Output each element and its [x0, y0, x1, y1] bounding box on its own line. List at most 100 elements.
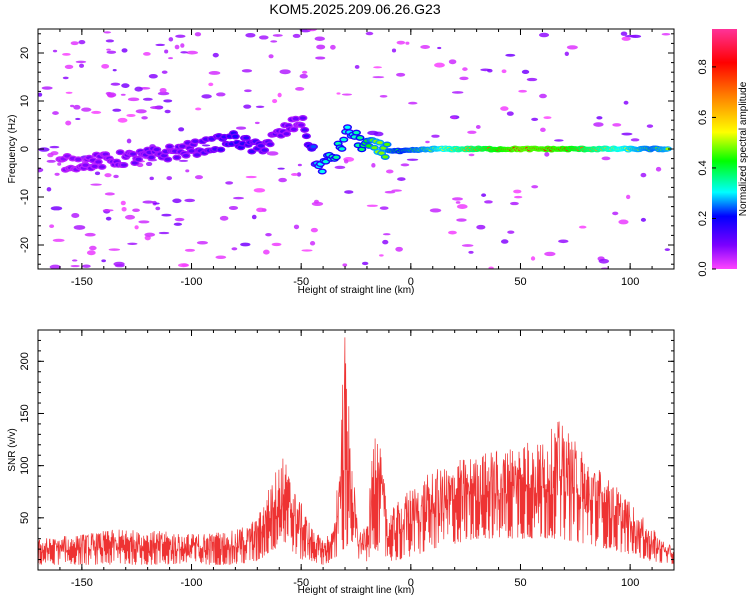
heat-speckle [501, 69, 507, 74]
y-tick-label: 200 [19, 352, 31, 370]
heat-speckle [425, 140, 430, 144]
heat-speckle [540, 127, 546, 133]
heat-cell [232, 134, 239, 139]
heat-speckle [105, 39, 115, 43]
heat-speckle [382, 233, 391, 236]
heat-speckle [258, 35, 269, 40]
heat-cell [135, 157, 142, 162]
heat-speckle [531, 185, 539, 189]
heat-speckle [343, 159, 349, 164]
colorbar-tick-label: 0.0 [697, 261, 709, 276]
heat-cell [153, 147, 160, 152]
heat-speckle [290, 173, 299, 176]
heat-cell [161, 154, 168, 158]
heat-speckle [47, 152, 54, 158]
heat-cell [384, 142, 391, 147]
heat-speckle [371, 163, 376, 168]
heat-speckle [240, 242, 251, 247]
heat-speckle [543, 116, 552, 119]
heat-speckle [315, 56, 326, 60]
colorbar-label: Normalized spectral amplitude [738, 81, 749, 216]
heat-speckle [73, 104, 81, 110]
heat-speckle [481, 193, 487, 197]
heat-speckle [175, 34, 186, 38]
heat-speckle [62, 52, 71, 56]
heat-speckle [450, 116, 457, 119]
heat-speckle [500, 239, 509, 244]
heat-speckle [49, 224, 55, 228]
heat-speckle [521, 69, 530, 75]
heat-speckle [361, 261, 369, 266]
heat-speckle [196, 240, 209, 245]
heat-speckle [306, 29, 318, 32]
heat-speckle [621, 132, 633, 136]
top-ylabel: Frequency (Hz) [7, 115, 18, 184]
heat-speckle [201, 94, 212, 99]
heat-speckle [334, 165, 346, 169]
heat-speckle [41, 86, 53, 90]
heat-speckle [407, 101, 418, 105]
heat-cell [95, 160, 102, 164]
heat-speckle [126, 113, 136, 118]
heat-cell [120, 163, 127, 167]
heat-speckle [168, 37, 174, 42]
heat-speckle [623, 100, 629, 105]
heat-speckle [507, 230, 515, 234]
heat-speckle [302, 70, 308, 74]
heat-speckle [400, 163, 410, 167]
heat-speckle [510, 201, 519, 206]
heat-speckle [451, 197, 463, 201]
x-tick-label: 100 [621, 577, 639, 589]
heat-speckle [172, 198, 182, 204]
heat-cell [208, 137, 215, 141]
heat-speckle [630, 138, 640, 142]
heat-speckle [488, 266, 494, 269]
heat-speckle [612, 123, 622, 127]
x-tick-label: -50 [293, 276, 309, 288]
heat-speckle [256, 207, 265, 213]
heat-speckle [455, 201, 461, 204]
heat-cell [217, 148, 224, 152]
x-tick-label: 50 [514, 276, 526, 288]
x-tick-label: 50 [514, 577, 526, 589]
heat-speckle [89, 245, 97, 251]
heat-speckle [84, 232, 96, 237]
heat-speckle [266, 151, 279, 156]
heat-speckle [178, 127, 185, 132]
heat-speckle [38, 167, 44, 173]
heat-speckle [244, 89, 252, 93]
heat-speckle [184, 198, 196, 203]
heat-speckle [225, 181, 234, 185]
heat-cell [243, 136, 250, 140]
heat-speckle [461, 244, 474, 247]
heat-speckle [468, 250, 474, 254]
x-tick-label: -150 [71, 276, 93, 288]
heat-speckle [593, 122, 604, 127]
heat-speckle [54, 172, 60, 176]
heat-cell [192, 139, 199, 143]
heat-speckle [78, 39, 86, 45]
heat-speckle [145, 161, 153, 167]
heat-speckle [142, 200, 155, 204]
heat-speckle [134, 86, 143, 92]
heat-speckle [231, 247, 238, 251]
heat-cell [340, 138, 347, 142]
heat-speckle [50, 206, 63, 211]
heat-speckle [505, 53, 516, 57]
heat-speckle [155, 43, 166, 47]
heat-speckle [161, 70, 168, 74]
heat-speckle [655, 166, 662, 172]
heat-speckle [379, 206, 389, 210]
heat-speckle [526, 77, 538, 82]
heat-speckle [64, 64, 74, 69]
heat-speckle [396, 40, 406, 45]
heat-speckle [201, 144, 211, 147]
heat-cell [322, 159, 329, 164]
heat-speckle [168, 57, 173, 60]
heat-speckle [618, 219, 629, 225]
heat-speckle [475, 125, 481, 129]
heat-cell [353, 130, 360, 135]
heat-speckle [219, 215, 229, 221]
heat-speckle [164, 49, 169, 54]
